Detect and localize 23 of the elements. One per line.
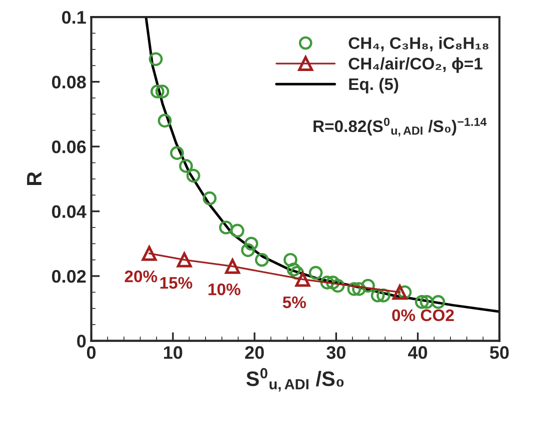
x-tick-label: 40 — [408, 346, 428, 359]
y-tick-label: 0 — [77, 334, 86, 348]
x-tick-label: 50 — [490, 346, 509, 359]
annotation: 15% — [160, 277, 192, 289]
y-axis-title: R — [27, 172, 42, 186]
legend-label: Eq. (5) — [349, 78, 398, 94]
x-tick-label: 10 — [164, 346, 182, 359]
annotation: 20% — [124, 270, 158, 282]
y-tick-label: 0.1 — [62, 10, 86, 24]
y-tick-label: 0.06 — [52, 140, 86, 154]
x-axis-title: S$^{0}$$_{u,ADI}$ /S₀ — [246, 368, 344, 392]
x-tick-label: 20 — [245, 346, 264, 359]
y-tick-label: 0.02 — [52, 270, 86, 283]
legend-label: CH₄, C₃H₈, iC₈H₁₈ — [348, 36, 488, 52]
x-tick-label: 0 — [86, 346, 96, 359]
annotation: 5% — [282, 296, 306, 308]
x-tick-label: 30 — [326, 346, 346, 359]
annotation: R=0.82(S$^{0}$$_{u,ADI}$ /S₀)$^{−1.14}$ — [314, 118, 487, 136]
y-tick-label: 0.08 — [52, 76, 86, 89]
annotation: 0% CO2 — [392, 309, 454, 322]
annotation: 10% — [208, 283, 240, 296]
y-tick-label: 0.04 — [52, 205, 86, 218]
legend-label: CH₄/air/CO₂, ϕ=1 — [348, 57, 482, 73]
